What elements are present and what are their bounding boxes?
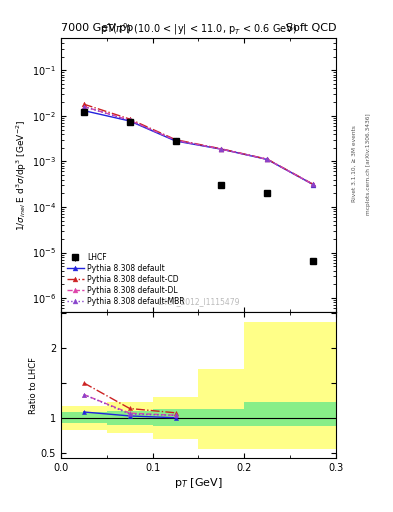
Text: Rivet 3.1.10, ≥ 3M events: Rivet 3.1.10, ≥ 3M events: [352, 125, 357, 202]
Line: Pythia 8.308 default-MBR: Pythia 8.308 default-MBR: [81, 104, 316, 187]
Line: Pythia 8.308 default: Pythia 8.308 default: [81, 108, 316, 187]
Pythia 8.308 default-DL: [265, 156, 270, 162]
Pythia 8.308 default: [265, 157, 270, 163]
Pythia 8.308 default-CD: [81, 101, 86, 107]
Pythia 8.308 default-MBR: [219, 146, 224, 152]
Pythia 8.308 default: [219, 146, 224, 152]
Text: LHCF_2012_I1115479: LHCF_2012_I1115479: [157, 297, 240, 306]
Pythia 8.308 default: [81, 108, 86, 114]
Pythia 8.308 default-CD: [265, 156, 270, 162]
Pythia 8.308 default-CD: [311, 181, 316, 187]
Pythia 8.308 default-MBR: [311, 181, 316, 187]
Text: Soft QCD: Soft QCD: [286, 23, 336, 33]
Pythia 8.308 default-MBR: [265, 156, 270, 162]
Pythia 8.308 default-DL: [219, 146, 224, 152]
Pythia 8.308 default-MBR: [81, 103, 86, 110]
Text: mcplots.cern.ch [arXiv:1306.3436]: mcplots.cern.ch [arXiv:1306.3436]: [366, 113, 371, 215]
Pythia 8.308 default: [311, 181, 316, 187]
Pythia 8.308 default: [127, 118, 132, 124]
Pythia 8.308 default-MBR: [127, 117, 132, 123]
Line: Pythia 8.308 default-CD: Pythia 8.308 default-CD: [81, 102, 316, 187]
Y-axis label: Ratio to LHCF: Ratio to LHCF: [29, 356, 38, 414]
Line: Pythia 8.308 default-DL: Pythia 8.308 default-DL: [81, 104, 316, 187]
Text: 7000 GeV pp: 7000 GeV pp: [61, 23, 133, 33]
Pythia 8.308 default-DL: [127, 117, 132, 123]
Legend: LHCF, Pythia 8.308 default, Pythia 8.308 default-CD, Pythia 8.308 default-DL, Py: LHCF, Pythia 8.308 default, Pythia 8.308…: [65, 251, 187, 308]
Title: pT($\pi^0$) (10.0 < |y| < 11.0, p$_T$ < 0.6 GeV): pT($\pi^0$) (10.0 < |y| < 11.0, p$_T$ < …: [100, 22, 297, 37]
Pythia 8.308 default-DL: [311, 181, 316, 187]
Pythia 8.308 default-MBR: [173, 137, 178, 143]
Pythia 8.308 default-DL: [173, 137, 178, 143]
X-axis label: p$_T$ [GeV]: p$_T$ [GeV]: [174, 476, 223, 490]
Pythia 8.308 default-DL: [81, 103, 86, 110]
Pythia 8.308 default-CD: [173, 137, 178, 143]
Pythia 8.308 default-CD: [219, 146, 224, 152]
Pythia 8.308 default: [173, 138, 178, 144]
Pythia 8.308 default-CD: [127, 116, 132, 122]
Y-axis label: $1/\sigma_{inel}$ E d$^3\sigma$/dp$^3$ [GeV$^{-2}$]: $1/\sigma_{inel}$ E d$^3\sigma$/dp$^3$ […: [15, 119, 29, 231]
